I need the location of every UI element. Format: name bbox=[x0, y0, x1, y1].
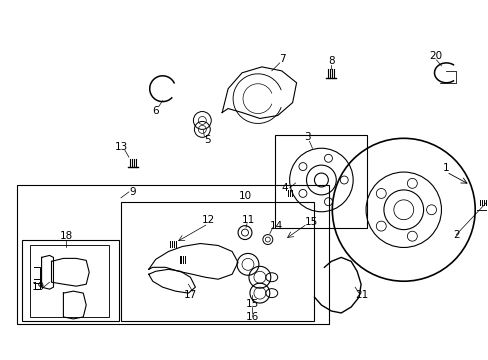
Bar bbox=[274, 135, 366, 228]
Text: 15: 15 bbox=[304, 217, 318, 227]
Bar bbox=[30, 246, 109, 317]
Text: 17: 17 bbox=[183, 290, 197, 300]
Text: 16: 16 bbox=[245, 312, 258, 322]
Bar bbox=[21, 239, 119, 321]
Text: 1: 1 bbox=[442, 163, 449, 173]
Text: 8: 8 bbox=[327, 56, 334, 66]
Bar bbox=[121, 202, 314, 321]
Text: 4: 4 bbox=[281, 183, 287, 193]
Text: 20: 20 bbox=[428, 51, 441, 61]
Text: 18: 18 bbox=[60, 230, 73, 240]
Text: 15: 15 bbox=[245, 299, 258, 309]
Text: 5: 5 bbox=[203, 135, 210, 145]
Text: 10: 10 bbox=[238, 191, 251, 201]
Text: 12: 12 bbox=[201, 215, 214, 225]
Text: 6: 6 bbox=[152, 105, 159, 116]
Text: 19: 19 bbox=[32, 282, 45, 292]
Text: 21: 21 bbox=[355, 290, 368, 300]
Text: 2: 2 bbox=[452, 230, 459, 239]
Text: 13: 13 bbox=[114, 142, 127, 152]
Text: 3: 3 bbox=[304, 132, 310, 142]
Text: 9: 9 bbox=[129, 187, 136, 197]
Text: 7: 7 bbox=[279, 54, 285, 64]
Text: 14: 14 bbox=[269, 221, 283, 231]
Bar bbox=[17, 185, 328, 324]
Text: 11: 11 bbox=[241, 215, 254, 225]
